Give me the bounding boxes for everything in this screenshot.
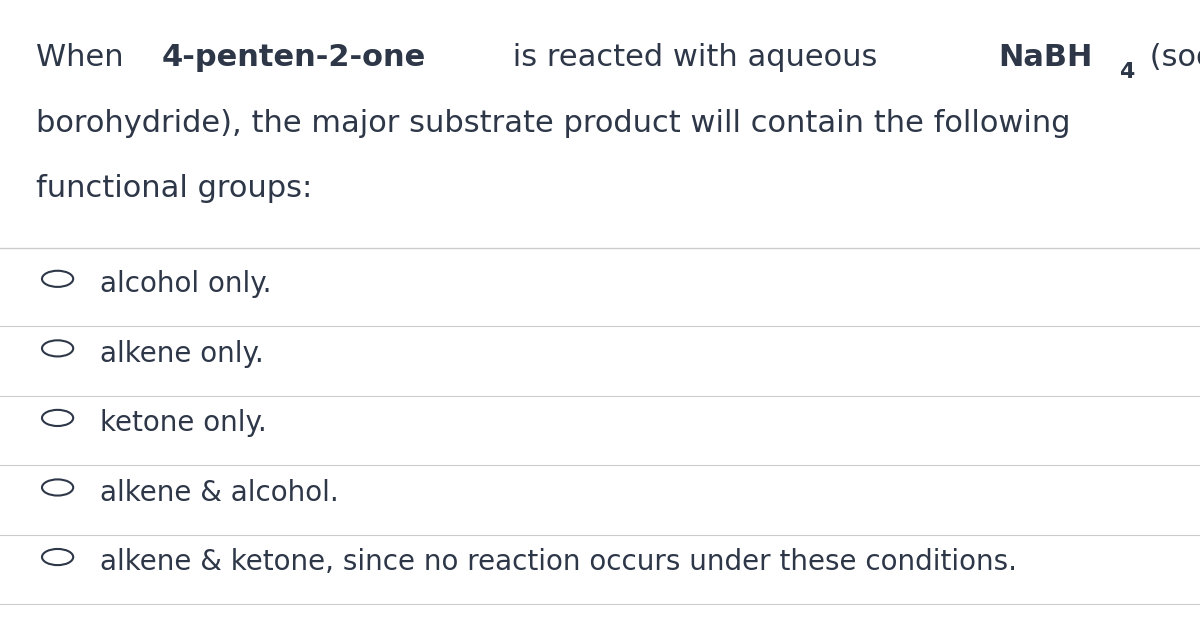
- Text: alkene & alcohol.: alkene & alcohol.: [100, 479, 338, 507]
- Text: (sodium: (sodium: [1140, 43, 1200, 73]
- Text: borohydride), the major substrate product will contain the following: borohydride), the major substrate produc…: [36, 109, 1070, 138]
- Text: 4: 4: [1120, 62, 1135, 82]
- Text: alkene only.: alkene only.: [100, 340, 263, 368]
- Text: functional groups:: functional groups:: [36, 174, 312, 203]
- Text: alcohol only.: alcohol only.: [100, 270, 271, 298]
- Text: 4-penten-2-one: 4-penten-2-one: [162, 43, 426, 73]
- Text: NaBH: NaBH: [998, 43, 1093, 73]
- Text: is reacted with aqueous: is reacted with aqueous: [503, 43, 887, 73]
- Text: alkene & ketone, since no reaction occurs under these conditions.: alkene & ketone, since no reaction occur…: [100, 548, 1016, 576]
- Text: ketone only.: ketone only.: [100, 409, 266, 437]
- Text: When: When: [36, 43, 133, 73]
